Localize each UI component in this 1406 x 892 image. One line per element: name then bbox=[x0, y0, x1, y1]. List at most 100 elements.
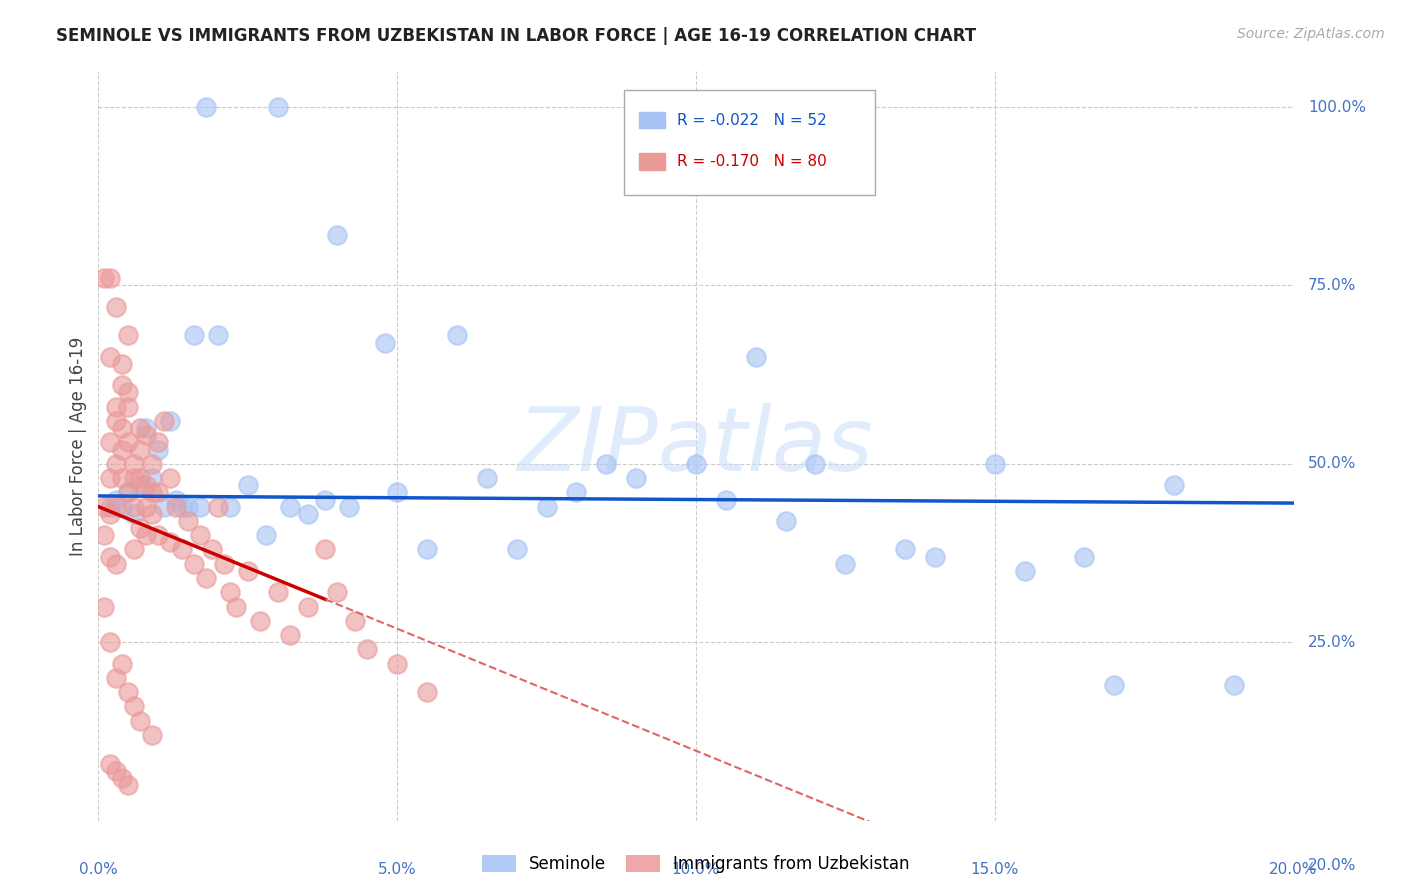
Point bbox=[267, 100, 290, 114]
Point bbox=[98, 271, 122, 285]
Text: 100.0%: 100.0% bbox=[1308, 100, 1365, 114]
Point bbox=[685, 457, 707, 471]
Point bbox=[714, 492, 737, 507]
Point bbox=[98, 350, 122, 364]
Point bbox=[93, 500, 115, 514]
Point bbox=[297, 507, 319, 521]
Point bbox=[141, 485, 163, 500]
Point bbox=[326, 228, 349, 243]
Point bbox=[129, 421, 152, 435]
Point bbox=[297, 599, 319, 614]
Text: 75.0%: 75.0% bbox=[1308, 278, 1357, 293]
Text: ZIPatlas: ZIPatlas bbox=[519, 403, 873, 489]
Point bbox=[135, 428, 157, 442]
Point bbox=[141, 457, 163, 471]
Point bbox=[124, 457, 146, 471]
Point bbox=[165, 500, 187, 514]
Point bbox=[159, 414, 181, 428]
Point bbox=[1163, 478, 1185, 492]
Point bbox=[135, 528, 157, 542]
Point bbox=[124, 699, 146, 714]
Point bbox=[475, 471, 498, 485]
Point bbox=[135, 478, 157, 492]
Point bbox=[315, 492, 337, 507]
Point bbox=[385, 485, 409, 500]
Point bbox=[105, 400, 128, 414]
Point bbox=[1073, 549, 1095, 564]
Point bbox=[195, 571, 218, 585]
Point bbox=[416, 542, 439, 557]
Point bbox=[165, 492, 187, 507]
Point bbox=[183, 328, 205, 343]
Point bbox=[219, 500, 242, 514]
Point bbox=[1223, 678, 1246, 692]
Point bbox=[254, 528, 277, 542]
Text: 15.0%: 15.0% bbox=[970, 862, 1019, 877]
Point bbox=[212, 557, 235, 571]
Point bbox=[141, 471, 163, 485]
Point bbox=[278, 628, 301, 642]
Point bbox=[117, 328, 139, 343]
Point bbox=[129, 471, 152, 485]
Point bbox=[565, 485, 588, 500]
Point bbox=[183, 557, 205, 571]
Point bbox=[105, 300, 128, 314]
Point bbox=[98, 549, 122, 564]
Point bbox=[195, 100, 218, 114]
Text: 5.0%: 5.0% bbox=[378, 862, 416, 877]
Text: 20.0%: 20.0% bbox=[1270, 862, 1317, 877]
Point bbox=[141, 507, 163, 521]
Point bbox=[124, 471, 146, 485]
Text: R = -0.170   N = 80: R = -0.170 N = 80 bbox=[676, 153, 827, 169]
Point bbox=[1104, 678, 1126, 692]
Point bbox=[135, 421, 157, 435]
Point bbox=[984, 457, 1007, 471]
Point bbox=[804, 457, 827, 471]
Text: 10.0%: 10.0% bbox=[672, 862, 720, 877]
Point bbox=[278, 500, 301, 514]
Point bbox=[159, 535, 181, 549]
Point bbox=[111, 442, 134, 457]
Text: Source: ZipAtlas.com: Source: ZipAtlas.com bbox=[1237, 27, 1385, 41]
Point bbox=[117, 685, 139, 699]
Point bbox=[148, 435, 170, 450]
Point bbox=[148, 528, 170, 542]
Text: R = -0.022   N = 52: R = -0.022 N = 52 bbox=[676, 112, 827, 128]
Point bbox=[315, 542, 337, 557]
Point bbox=[98, 500, 122, 514]
Point bbox=[249, 614, 271, 628]
Point bbox=[236, 564, 259, 578]
Point bbox=[506, 542, 529, 557]
Point bbox=[188, 500, 211, 514]
Text: 20.0%: 20.0% bbox=[1308, 858, 1357, 873]
Text: 25.0%: 25.0% bbox=[1308, 635, 1357, 649]
Point bbox=[111, 771, 134, 785]
Point bbox=[105, 500, 128, 514]
Point bbox=[98, 756, 122, 771]
Point bbox=[344, 614, 367, 628]
Point bbox=[98, 471, 122, 485]
Point bbox=[105, 557, 128, 571]
Text: SEMINOLE VS IMMIGRANTS FROM UZBEKISTAN IN LABOR FORCE | AGE 16-19 CORRELATION CH: SEMINOLE VS IMMIGRANTS FROM UZBEKISTAN I… bbox=[56, 27, 976, 45]
Point bbox=[172, 542, 194, 557]
Point bbox=[124, 500, 146, 514]
Point bbox=[326, 585, 349, 599]
Point bbox=[159, 471, 181, 485]
Point bbox=[775, 514, 797, 528]
Point bbox=[385, 657, 409, 671]
Point bbox=[177, 500, 200, 514]
Point bbox=[626, 471, 648, 485]
Point bbox=[177, 514, 200, 528]
Point bbox=[111, 378, 134, 392]
Text: 0.0%: 0.0% bbox=[79, 862, 118, 877]
Point bbox=[595, 457, 617, 471]
Point bbox=[172, 500, 194, 514]
Point bbox=[374, 335, 396, 350]
Point bbox=[117, 485, 139, 500]
Point bbox=[105, 457, 128, 471]
Point bbox=[105, 764, 128, 778]
Point bbox=[105, 414, 128, 428]
Point bbox=[111, 357, 134, 371]
Point bbox=[267, 585, 290, 599]
Point bbox=[129, 521, 152, 535]
